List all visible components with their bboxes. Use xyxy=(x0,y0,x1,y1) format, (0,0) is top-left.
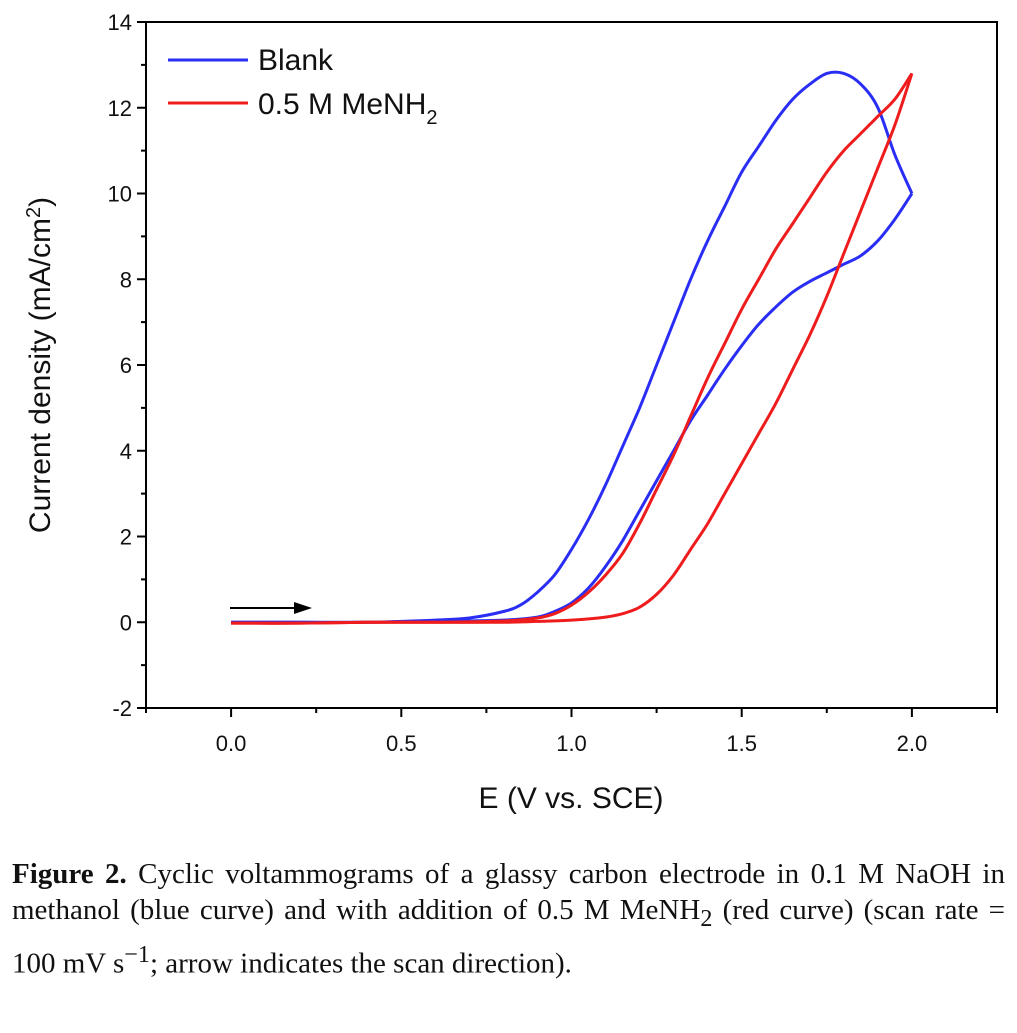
y-tick-label: 0 xyxy=(120,610,132,635)
y-tick-label: 10 xyxy=(108,182,132,207)
x-tick-label: 0.0 xyxy=(216,731,247,756)
legend-label-blank: Blank xyxy=(258,44,334,77)
y-axis-title: Current density (mA/cm2) xyxy=(23,197,57,533)
axes-ticks: 0.0 0.5 1.0 1.5 2.0 -2 0 2 4 6 8 10 12 14 xyxy=(108,10,998,756)
x-tick-label: 2.0 xyxy=(897,731,928,756)
x-tick-label: 1.5 xyxy=(726,731,757,756)
figure-caption: Figure 2. Cyclic voltammograms of a glas… xyxy=(12,856,1005,981)
series-menh2-forward-scan xyxy=(231,72,914,625)
series-layer xyxy=(231,70,914,625)
y-tick-label: 8 xyxy=(120,267,132,292)
y-tick-label: -2 xyxy=(112,696,132,721)
y-tick-label: 2 xyxy=(120,525,132,550)
legend: Blank 0.5 M MeNH2 xyxy=(168,44,438,129)
y-tick-label: 4 xyxy=(120,439,132,464)
x-tick-label: 0.5 xyxy=(386,731,417,756)
caption-text-2: (red curve) (scan rate = 100 mV s xyxy=(12,894,1005,980)
scan-direction-arrow xyxy=(230,602,312,614)
caption-subscript: 2 xyxy=(700,904,713,932)
series-blank-reverse-scan xyxy=(231,192,914,624)
x-axis-title: E (V vs. SCE) xyxy=(478,782,663,815)
series-menh2-reverse-scan xyxy=(231,72,914,625)
caption-superscript: −1 xyxy=(124,940,150,968)
caption-label: Figure 2. xyxy=(12,858,127,890)
y-tick-label: 6 xyxy=(120,353,132,378)
series-blank-forward-scan xyxy=(231,70,914,624)
cv-chart: 0.0 0.5 1.0 1.5 2.0 -2 0 2 4 6 8 10 12 14 Blank 0.5 M… xyxy=(23,10,998,815)
legend-label-menh2: 0.5 M MeNH2 xyxy=(258,88,438,129)
caption-text-1: Cyclic voltammograms of a glassy carbon … xyxy=(12,858,1005,926)
caption-text-3: ; arrow indicates the scan direction). xyxy=(149,947,572,980)
y-tick-label: 12 xyxy=(108,96,132,121)
y-tick-label: 14 xyxy=(108,10,132,35)
x-tick-label: 1.0 xyxy=(556,731,587,756)
